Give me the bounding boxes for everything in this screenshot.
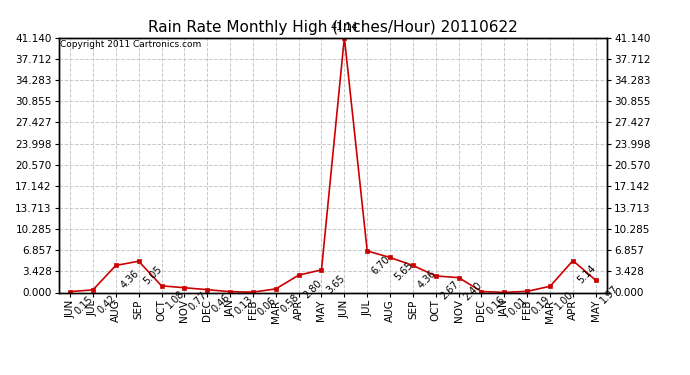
- Text: 1.00: 1.00: [553, 289, 575, 311]
- Text: 5.14: 5.14: [575, 263, 598, 286]
- Text: 0.77: 0.77: [187, 291, 210, 313]
- Text: 0.46: 0.46: [210, 292, 232, 315]
- Text: 5.05: 5.05: [141, 264, 164, 286]
- Text: 0.06: 0.06: [256, 295, 278, 317]
- Text: 0.42: 0.42: [96, 292, 118, 315]
- Text: 2.80: 2.80: [302, 278, 324, 300]
- Title: Rain Rate Monthly High (Inches/Hour) 20110622: Rain Rate Monthly High (Inches/Hour) 201…: [148, 20, 518, 35]
- Text: 41.14: 41.14: [331, 22, 358, 32]
- Text: 1.97: 1.97: [598, 283, 621, 305]
- Text: 0.15: 0.15: [73, 294, 95, 316]
- Text: 0.58: 0.58: [279, 292, 301, 314]
- Text: 4.36: 4.36: [119, 268, 141, 291]
- Text: 2.67: 2.67: [439, 279, 461, 301]
- Text: Copyright 2011 Cartronics.com: Copyright 2011 Cartronics.com: [60, 40, 201, 49]
- Text: 5.65: 5.65: [393, 260, 415, 283]
- Text: 0.13: 0.13: [233, 294, 255, 316]
- Text: 0.16: 0.16: [484, 294, 506, 316]
- Text: 6.70: 6.70: [370, 254, 392, 276]
- Text: 0.01: 0.01: [507, 295, 529, 317]
- Text: 1.08: 1.08: [164, 289, 186, 311]
- Text: 0.19: 0.19: [530, 294, 552, 316]
- Text: 3.65: 3.65: [324, 273, 346, 295]
- Text: 2.40: 2.40: [462, 280, 484, 303]
- Text: 4.36: 4.36: [415, 268, 438, 291]
